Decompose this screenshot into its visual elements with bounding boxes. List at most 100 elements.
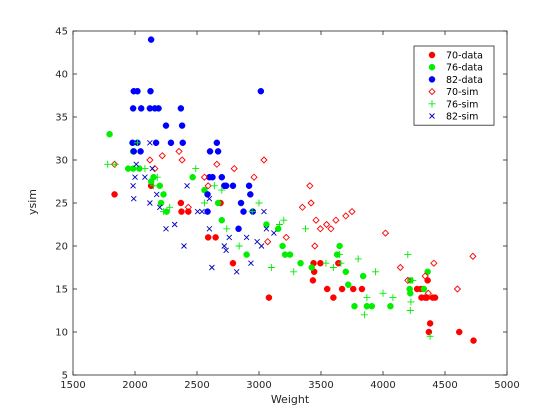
data-point: [141, 165, 149, 173]
data-point: [184, 182, 190, 189]
data-point: [345, 281, 352, 288]
data-point: [156, 204, 163, 211]
data-point: [323, 285, 331, 293]
data-point: [130, 148, 138, 155]
data-point: [200, 199, 208, 207]
data-point: [247, 191, 254, 198]
data-point: [282, 233, 290, 242]
legend-marker: [428, 87, 436, 96]
data-point: [387, 302, 394, 310]
series-82-sim: [130, 139, 277, 275]
data-point: [223, 247, 229, 254]
x-tick-label: 2000: [122, 380, 147, 391]
data-point: [156, 182, 164, 190]
data-point: [137, 148, 144, 155]
data-point: [338, 285, 346, 293]
data-point: [280, 216, 288, 224]
legend-label: 82-sim: [446, 112, 478, 123]
data-point: [194, 208, 201, 215]
data-point: [312, 216, 320, 224]
data-point: [424, 289, 432, 297]
data-point: [235, 225, 242, 233]
data-point: [426, 320, 434, 327]
data-point: [214, 148, 222, 155]
data-point: [421, 272, 429, 280]
legend-marker: [428, 63, 436, 71]
data-point: [332, 216, 340, 224]
data-point: [218, 173, 226, 181]
data-point: [104, 160, 112, 168]
axis-ticks: 1500 2000 2500 3000 3500 4000 4500 5000 5 10 15 20 2…: [55, 27, 519, 392]
data-point: [110, 160, 119, 168]
data-point: [406, 307, 414, 314]
data-point: [210, 182, 218, 190]
data-point: [130, 182, 136, 189]
data-point: [200, 173, 209, 181]
data-point: [430, 259, 438, 267]
data-point: [111, 191, 118, 198]
data-point: [218, 186, 226, 194]
data-point: [267, 264, 275, 271]
data-point: [230, 164, 238, 173]
data-point: [147, 87, 154, 95]
series-82-data: [129, 36, 265, 233]
data-point: [106, 130, 113, 138]
data-point: [286, 251, 294, 258]
data-point: [206, 148, 214, 155]
data-point: [147, 36, 155, 43]
data-point: [329, 264, 337, 271]
y-axis-label: ysim: [26, 189, 39, 215]
data-point: [260, 156, 268, 164]
series-76-sim: [104, 139, 434, 340]
data-point: [150, 182, 158, 190]
data-point: [166, 203, 174, 211]
data-point: [425, 328, 433, 336]
legend-entry: 82-sim: [429, 112, 478, 123]
y-tick-label: 30: [55, 156, 68, 167]
legend-marker: [429, 113, 435, 119]
data-point: [336, 251, 344, 259]
legend-marker: [428, 76, 436, 83]
data-point: [245, 182, 253, 190]
legend-entry: 76-data: [428, 63, 483, 74]
data-point: [358, 285, 366, 293]
data-point: [160, 191, 167, 198]
data-point: [222, 182, 230, 190]
data-point: [192, 165, 200, 173]
data-point: [322, 220, 331, 229]
y-tick-label: 25: [55, 199, 68, 210]
data-point: [181, 243, 187, 249]
data-point: [204, 208, 211, 215]
data-point: [407, 298, 415, 306]
data-point: [311, 242, 319, 250]
data-point: [204, 182, 212, 190]
legend-entry: 70-data: [428, 51, 483, 62]
data-point: [348, 207, 356, 216]
data-point: [214, 199, 222, 207]
data-point: [184, 203, 192, 211]
data-point: [351, 302, 358, 310]
data-point: [235, 242, 243, 250]
data-point: [306, 182, 314, 190]
data-point: [129, 105, 137, 112]
data-point: [359, 272, 367, 280]
data-point: [146, 156, 154, 164]
data-point: [363, 294, 371, 302]
x-tick-label: 5000: [494, 380, 519, 391]
data-point: [263, 225, 270, 232]
data-point: [404, 251, 412, 259]
data-point: [372, 268, 380, 276]
y-tick-label: 40: [55, 70, 68, 81]
data-point: [133, 161, 140, 168]
data-point: [134, 87, 141, 95]
data-point: [431, 294, 439, 301]
data-point: [149, 165, 156, 172]
data-point: [147, 200, 153, 206]
data-point: [189, 173, 196, 181]
data-point: [336, 242, 343, 250]
data-point: [133, 139, 141, 147]
series-70-sim: [110, 147, 477, 297]
legend-label: 76-sim: [446, 99, 478, 110]
